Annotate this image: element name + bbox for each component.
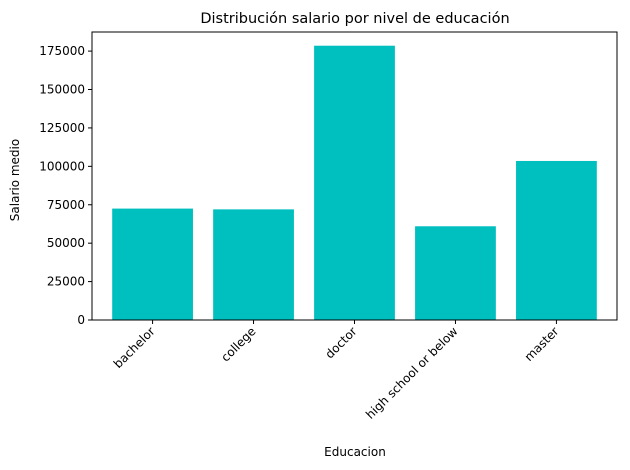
y-axis-label: Salario medio bbox=[8, 139, 22, 221]
bar-high-school-or-below bbox=[415, 226, 496, 320]
y-tick-label: 125000 bbox=[39, 121, 85, 135]
plot-frame bbox=[91, 31, 618, 321]
bar-master bbox=[516, 160, 597, 320]
x-axis: bachelor college doctor high school or belo… bbox=[111, 320, 562, 422]
y-tick-label: 175000 bbox=[39, 44, 85, 58]
y-axis: 0 25000 50000 75000 100000 125000 150000 175000 bbox=[39, 44, 92, 327]
y-tick-label: 75000 bbox=[47, 198, 85, 212]
x-tick-label: doctor bbox=[322, 324, 359, 361]
y-tick-label: 0 bbox=[77, 313, 85, 327]
x-tick-label: bachelor bbox=[111, 324, 158, 371]
bar-bachelor bbox=[112, 208, 193, 320]
bar-college bbox=[213, 209, 294, 320]
x-tick-label: college bbox=[218, 324, 258, 364]
chart-title: Distribución salario por nivel de educac… bbox=[200, 11, 509, 27]
x-tick-label: master bbox=[522, 324, 562, 364]
y-tick-label: 50000 bbox=[47, 236, 85, 250]
x-axis-label: Educacion bbox=[324, 445, 386, 459]
bar-doctor bbox=[314, 45, 395, 320]
x-tick-label: high school or below bbox=[363, 324, 461, 422]
y-tick-label: 100000 bbox=[39, 159, 85, 173]
y-tick-label: 150000 bbox=[39, 83, 85, 97]
bars-group bbox=[112, 45, 597, 320]
y-tick-label: 25000 bbox=[47, 275, 85, 289]
